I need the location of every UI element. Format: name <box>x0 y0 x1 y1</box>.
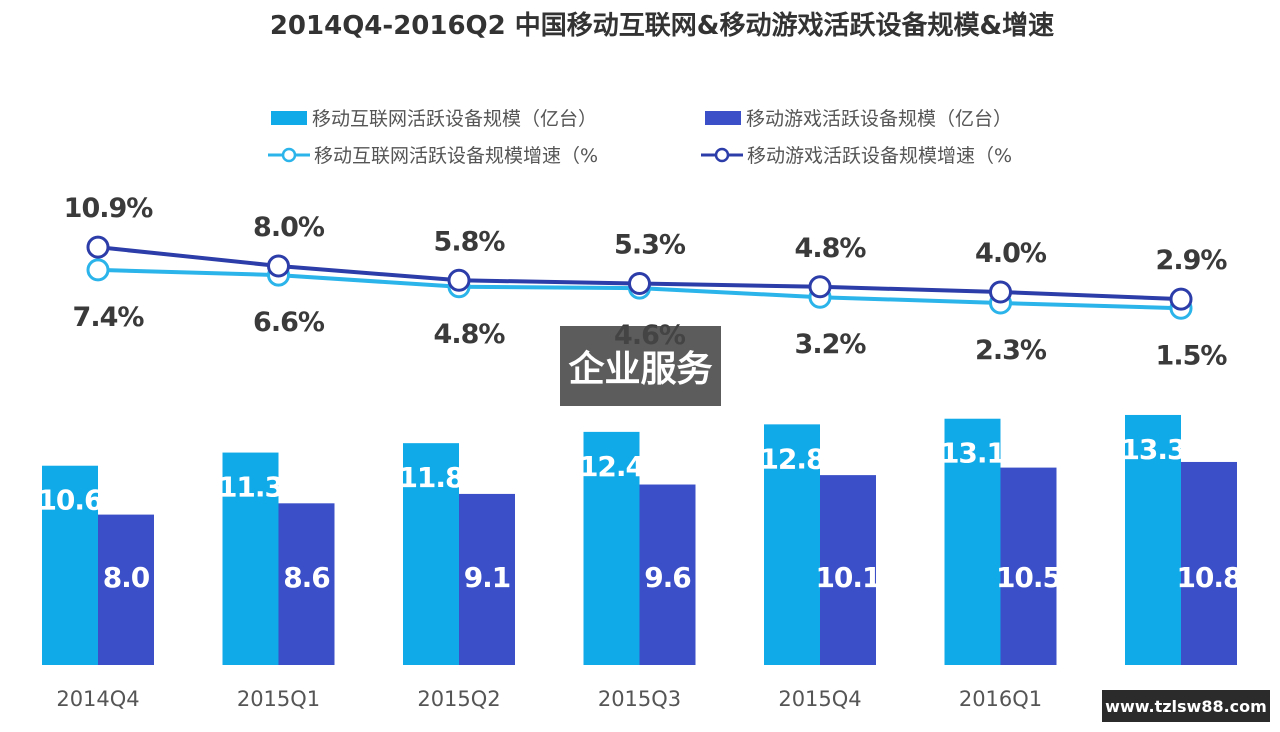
rate-label-internet-growth-2015Q1: 6.6% <box>253 307 325 338</box>
bar-label-internet-2016Q2: 13.3 <box>1120 433 1185 466</box>
rate-label-game-growth-2015Q4: 4.8% <box>795 233 867 264</box>
bar-label-internet-2015Q3: 12.4 <box>579 450 645 483</box>
legend-swatch-internet-devices <box>271 111 307 125</box>
rate-label-internet-growth-2014Q4: 7.4% <box>73 302 145 333</box>
point-game-growth-2015Q2 <box>447 268 471 292</box>
bar-game-2015Q3 <box>639 484 696 665</box>
bar-label-game-2015Q4: 10.1 <box>815 561 880 594</box>
point-internet-growth-2014Q4 <box>86 258 110 282</box>
category-label-2016Q1: 2016Q1 <box>959 687 1042 711</box>
rate-label-game-growth-2015Q2: 5.8% <box>434 226 506 257</box>
legend-marker-game-growth <box>714 147 730 163</box>
bar-label-internet-2016Q1: 13.1 <box>940 437 1005 470</box>
bar-game-2016Q1 <box>1000 467 1057 665</box>
legend-label-internet-growth: 移动互联网活跃设备规模增速（% <box>314 145 598 167</box>
bar-label-game-2014Q4: 8.0 <box>103 561 150 594</box>
bars-layer <box>42 414 1237 665</box>
chart-title: 2014Q4-2016Q2 中国移动互联网&移动游戏活跃设备规模&增速 <box>270 10 1054 41</box>
lines-layer <box>86 235 1193 320</box>
rate-label-game-growth-2016Q1: 4.0% <box>975 238 1047 269</box>
bar-internet-2015Q3 <box>583 431 640 665</box>
bar-game-2015Q1 <box>278 503 335 665</box>
bar-label-game-2015Q1: 8.6 <box>283 561 330 594</box>
legend-marker-internet-growth <box>281 147 297 163</box>
bar-game-2016Q2 <box>1181 461 1237 665</box>
rate-label-game-growth-2015Q3: 5.3% <box>614 230 686 261</box>
rate-label-internet-growth-2016Q2: 1.5% <box>1156 340 1228 371</box>
rate-label-game-growth-2015Q1: 8.0% <box>253 212 325 243</box>
bar-label-internet-2015Q4: 12.8 <box>759 442 824 475</box>
bar-label-game-2015Q2: 9.1 <box>464 561 511 594</box>
bar-internet-2015Q1 <box>222 452 279 665</box>
point-game-growth-2015Q1 <box>267 254 290 278</box>
legend: 移动互联网活跃设备规模（亿台） 移动游戏活跃设备规模（亿台） 移动互联网活跃设备… <box>268 108 1012 167</box>
bar-game-2014Q4 <box>98 514 154 665</box>
legend-label-internet-devices: 移动互联网活跃设备规模（亿台） <box>312 108 597 130</box>
labels-layer: 10.6 8.0 2014Q4 11.3 8.6 2015Q1 11.8 9.1 2015Q2 1… <box>37 193 1242 711</box>
bar-internet-2014Q4 <box>42 465 98 665</box>
bar-label-internet-2014Q4: 10.6 <box>37 484 102 517</box>
bar-game-2015Q2 <box>459 493 515 665</box>
rate-label-internet-growth-2016Q1: 2.3% <box>975 335 1047 366</box>
rate-label-internet-growth-2015Q4: 3.2% <box>795 329 867 360</box>
bar-internet-2016Q2 <box>1125 414 1181 665</box>
bar-label-internet-2015Q1: 11.3 <box>218 471 283 504</box>
rate-label-game-growth-2014Q4: 10.9% <box>64 193 154 224</box>
legend-item-internet-growth: 移动互联网活跃设备规模增速（% <box>268 145 598 167</box>
bar-game-2015Q4 <box>820 475 876 665</box>
rate-label-game-growth-2016Q2: 2.9% <box>1156 245 1228 276</box>
bar-internet-2016Q1 <box>944 418 1001 665</box>
legend-swatch-game-devices <box>705 111 741 125</box>
watermark-url: www.tzlsw88.com <box>1102 690 1270 722</box>
legend-item-internet-devices: 移动互联网活跃设备规模（亿台） <box>271 108 597 130</box>
category-label-2015Q4: 2015Q4 <box>778 687 861 711</box>
point-game-growth-2016Q1 <box>989 280 1012 304</box>
legend-item-game-devices: 移动游戏活跃设备规模（亿台） <box>705 108 1012 130</box>
rate-label-internet-growth-2015Q2: 4.8% <box>434 319 506 350</box>
bar-label-game-2016Q1: 10.5 <box>996 561 1061 594</box>
category-label-2015Q3: 2015Q3 <box>598 687 681 711</box>
legend-label-game-growth: 移动游戏活跃设备规模增速（% <box>747 145 1012 167</box>
bar-internet-2015Q4 <box>764 424 820 665</box>
point-game-growth-2016Q2 <box>1169 287 1193 311</box>
watermark-center: 企业服务 <box>560 326 721 406</box>
point-game-growth-2015Q3 <box>628 272 651 296</box>
point-game-growth-2014Q4 <box>86 235 110 259</box>
point-game-growth-2015Q4 <box>808 275 832 299</box>
bar-internet-2015Q2 <box>403 443 459 665</box>
legend-label-game-devices: 移动游戏活跃设备规模（亿台） <box>746 108 1012 130</box>
bar-label-game-2016Q2: 10.8 <box>1176 561 1241 594</box>
category-label-2015Q1: 2015Q1 <box>237 687 320 711</box>
category-label-2015Q2: 2015Q2 <box>417 687 500 711</box>
category-label-2014Q4: 2014Q4 <box>56 687 139 711</box>
legend-item-game-growth: 移动游戏活跃设备规模增速（% <box>701 145 1012 167</box>
bar-label-internet-2015Q2: 11.8 <box>398 461 463 494</box>
bar-label-game-2015Q3: 9.6 <box>644 561 691 594</box>
